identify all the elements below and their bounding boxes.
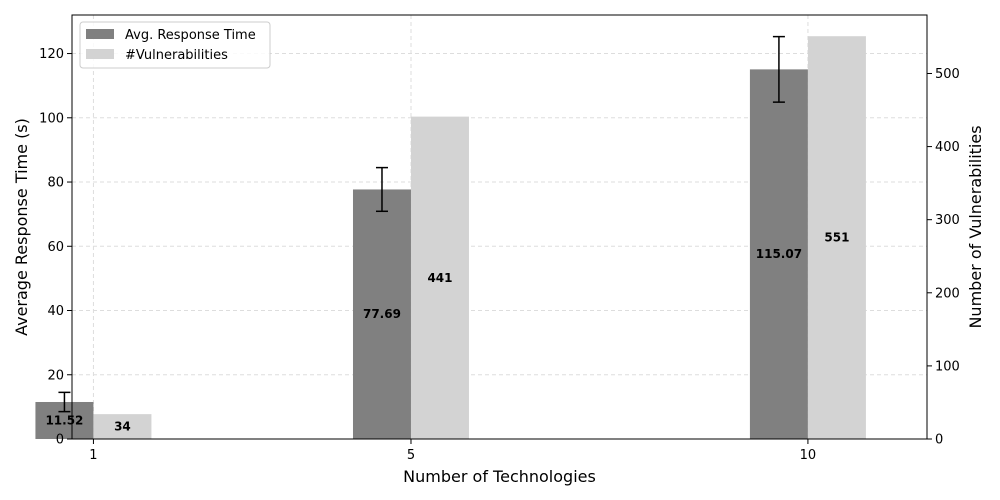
plot-frame bbox=[71, 14, 928, 440]
data-label-avg-response-time: 77.69 bbox=[363, 307, 401, 321]
bar-avg-response-time bbox=[749, 69, 808, 439]
left-y-tick-label: 120 bbox=[39, 47, 64, 62]
left-y-tick-label: 60 bbox=[47, 240, 64, 255]
left-y-axis-title: Average Response Time (s) bbox=[12, 118, 31, 336]
left-y-tick-label: 40 bbox=[47, 304, 64, 319]
right-y-tick-label: 400 bbox=[935, 140, 960, 155]
data-label-avg-response-time: 115.07 bbox=[756, 247, 802, 261]
legend-box bbox=[79, 21, 271, 69]
right-y-axis-title: Number of Vulnerabilities bbox=[966, 125, 985, 328]
left-y-tick-label: 20 bbox=[47, 368, 64, 383]
data-label-vulnerabilities: 441 bbox=[427, 271, 452, 285]
right-y-tick-label: 500 bbox=[935, 67, 960, 82]
data-label-avg-response-time: 11.52 bbox=[45, 413, 83, 427]
bar-vulnerabilities bbox=[807, 36, 866, 439]
left-y-tick-label: 100 bbox=[39, 111, 64, 126]
x-tick-label: 10 bbox=[800, 448, 817, 463]
bar-vulnerabilities bbox=[410, 116, 469, 439]
legend: Avg. Response Time #Vulnerabilities bbox=[79, 21, 271, 69]
legend-label-vulnerabilities: #Vulnerabilities bbox=[125, 48, 228, 63]
left-y-tick-label: 80 bbox=[47, 176, 64, 191]
bar-vulnerabilities bbox=[93, 414, 152, 439]
legend-label-avg-response-time: Avg. Response Time bbox=[125, 28, 256, 43]
data-labels: 11.52 34 77.69 441 115.07 551 bbox=[45, 231, 849, 434]
legend-swatch-vulnerabilities bbox=[86, 49, 114, 59]
right-y-tick-label: 200 bbox=[935, 286, 960, 301]
right-y-tick-label: 300 bbox=[935, 213, 960, 228]
legend-swatch-avg-response-time bbox=[86, 29, 114, 39]
x-tick-label: 1 bbox=[89, 448, 97, 463]
right-y-tick-label: 0 bbox=[935, 433, 943, 448]
left-y-tick-label: 0 bbox=[56, 433, 64, 448]
bars bbox=[35, 35, 866, 439]
data-label-vulnerabilities: 34 bbox=[114, 420, 131, 434]
axes: 0 20 40 60 80 100 120 0 100 200 300 400 500 1 5 10 bbox=[39, 47, 960, 463]
data-label-vulnerabilities: 551 bbox=[824, 231, 849, 245]
bar-avg-response-time bbox=[352, 189, 411, 439]
right-y-tick-label: 100 bbox=[935, 359, 960, 374]
x-tick-label: 5 bbox=[407, 448, 415, 463]
x-axis-title: Number of Technologies bbox=[403, 467, 596, 486]
